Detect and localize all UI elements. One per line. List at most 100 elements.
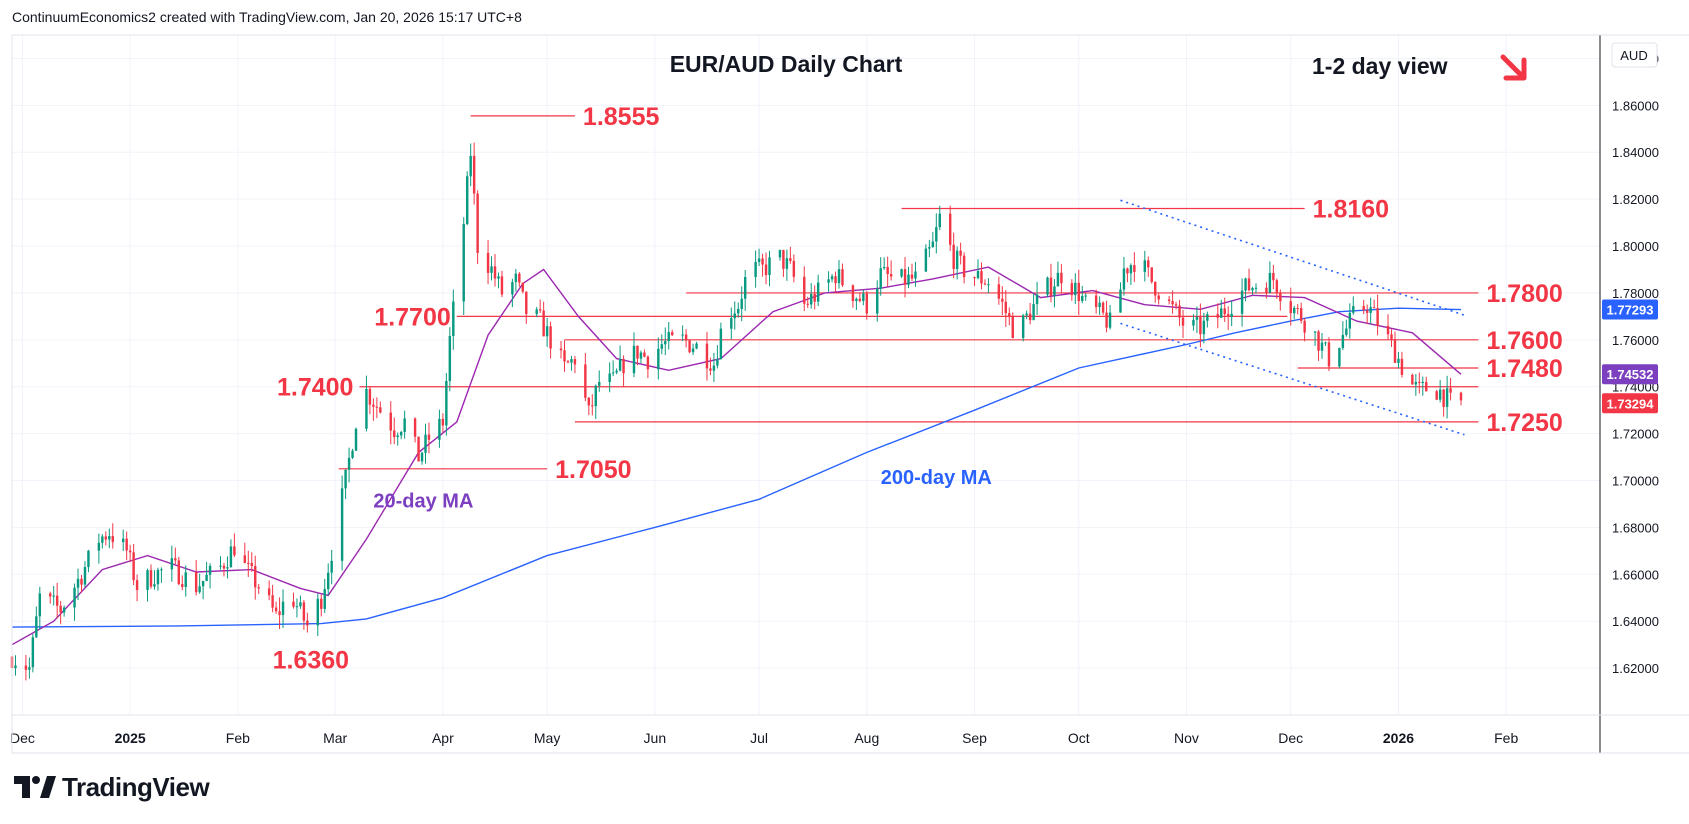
candle-body — [194, 572, 198, 593]
candle-body — [1126, 268, 1129, 274]
price-label-box — [1602, 393, 1658, 414]
candle-body — [1313, 331, 1317, 333]
candle-body — [566, 361, 570, 363]
candle-body — [424, 434, 427, 453]
candle-body — [375, 406, 379, 408]
candle-body — [340, 488, 344, 561]
candle-body — [243, 555, 247, 563]
candle-body — [87, 550, 90, 568]
candle-body — [1397, 358, 1400, 363]
candle-body — [806, 303, 809, 305]
candle-body — [365, 388, 368, 429]
ma20-path — [11, 266, 1462, 646]
candle-body — [351, 450, 354, 458]
candle-body — [452, 301, 455, 336]
candle-body — [1425, 382, 1428, 392]
candle-body — [1028, 313, 1032, 321]
candle-body — [813, 294, 816, 302]
candle-body — [636, 345, 639, 359]
candle-body — [889, 274, 893, 277]
down-right-arrow-icon — [1500, 54, 1527, 81]
chart-title: EUR/AUD Daily Chart — [670, 51, 903, 77]
candle-body — [1275, 280, 1279, 294]
y-tick-label: 1.68000 — [1612, 520, 1659, 535]
candle-body — [306, 620, 309, 626]
candle-body — [962, 255, 966, 278]
candle-body — [1421, 382, 1424, 384]
candle-body — [24, 665, 28, 670]
candle-body — [827, 279, 830, 283]
candle-body — [1369, 307, 1372, 313]
candle-body — [584, 364, 587, 398]
candle-body — [347, 457, 351, 470]
candle-body — [1362, 306, 1365, 311]
candle-body — [108, 536, 111, 540]
candle-body — [1202, 320, 1206, 335]
candle-body — [538, 309, 542, 311]
candle-body — [1338, 347, 1341, 367]
price-label: 1.73294 — [1602, 393, 1658, 414]
candle-body — [278, 611, 281, 616]
candle-body — [73, 587, 76, 608]
candle-body — [841, 269, 844, 286]
candle-body — [1226, 314, 1230, 317]
candle-body — [14, 665, 17, 669]
y-tick-label: 1.80000 — [1612, 239, 1659, 254]
price-label: 1.74532 — [1602, 364, 1658, 385]
candle-body — [1101, 302, 1105, 313]
candle-body — [1327, 342, 1331, 367]
candle-body — [1025, 313, 1028, 316]
candle-body — [594, 385, 597, 407]
x-tick-label: 2026 — [1383, 730, 1414, 746]
candle-body — [267, 588, 271, 596]
candle-body — [441, 418, 445, 426]
candle-body — [740, 298, 743, 309]
candle-body — [1296, 307, 1299, 309]
x-tick-label: 2025 — [115, 730, 146, 746]
candle-body — [205, 574, 208, 581]
y-tick-label: 1.86000 — [1612, 98, 1659, 113]
candle-body — [1365, 310, 1369, 313]
candle-body — [719, 328, 723, 360]
x-tick-label: Aug — [854, 730, 879, 746]
candle-body — [1341, 334, 1345, 348]
tradingview-logo-icon — [14, 776, 56, 798]
y-tick-label: 1.70000 — [1612, 474, 1659, 489]
candle-body — [1206, 314, 1209, 321]
price-axis[interactable]: 1.62000 1.64000 1.66000 1.68000 1.70000 1.720… — [1599, 35, 1659, 753]
candle-body — [399, 431, 403, 436]
candle-body — [233, 546, 236, 556]
candle-body — [855, 298, 858, 302]
candle-body — [208, 565, 212, 575]
candle-body — [1171, 301, 1174, 305]
price-label: 1.77293 — [1602, 299, 1658, 320]
candle-body — [681, 334, 684, 336]
y-tick-label: 1.82000 — [1612, 192, 1659, 207]
candle-body — [281, 601, 285, 616]
candle-body — [448, 335, 452, 381]
candle-body — [1223, 308, 1226, 315]
candle-body — [816, 282, 820, 302]
price-label-text: 1.77293 — [1607, 303, 1654, 318]
candle-body — [198, 586, 201, 593]
candle-body — [1376, 308, 1379, 326]
candle-body — [250, 562, 253, 567]
candle-body — [97, 542, 101, 551]
candle-body — [62, 607, 66, 613]
candle-body — [490, 266, 493, 273]
candle-body — [1032, 304, 1035, 321]
candle-body — [886, 266, 889, 275]
candle-body — [257, 587, 260, 589]
time-axis[interactable]: Dec 2025 Feb Mar Apr May Jun Jul Aug Sep Oct Nov Dec… — [10, 34, 1689, 754]
candle-body — [121, 538, 125, 543]
x-tick-label: Feb — [1494, 730, 1518, 746]
candle-body — [559, 348, 563, 351]
candle-body — [1105, 312, 1108, 328]
candle-body — [664, 341, 667, 345]
candle-body — [657, 348, 660, 370]
candle-body — [295, 606, 299, 608]
y-tick-label: 1.62000 — [1612, 661, 1659, 676]
candle-body — [1414, 381, 1418, 385]
chart-attribution: ContinuumEconomics2 created with Trading… — [12, 9, 522, 25]
